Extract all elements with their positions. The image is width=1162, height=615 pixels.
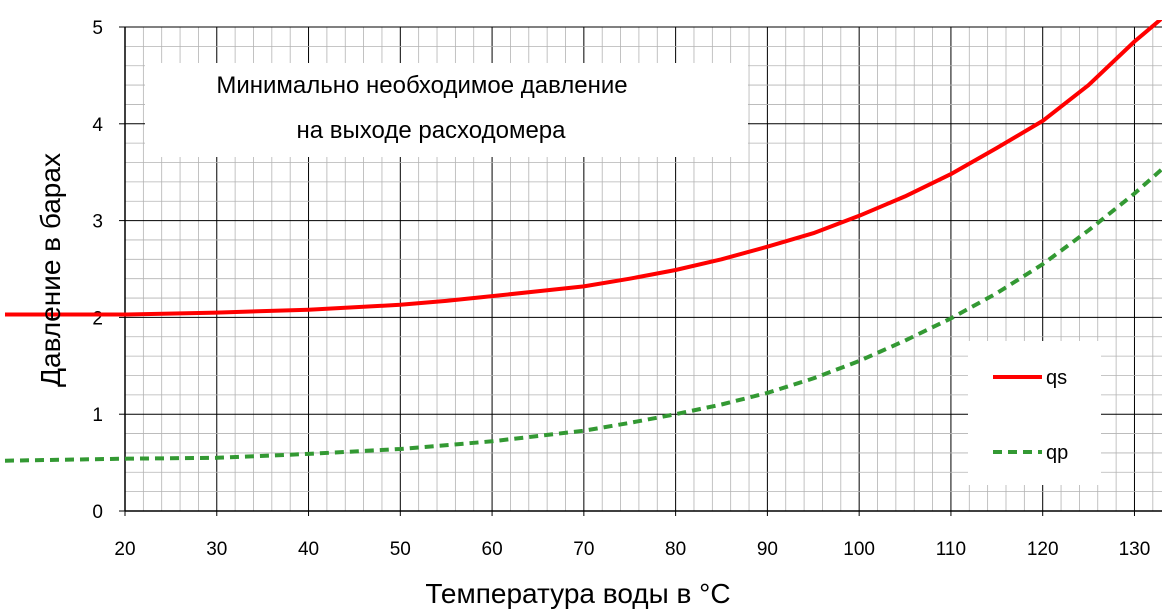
y-axis-label: Давление в барах bbox=[35, 153, 66, 387]
y-tick-label: 1 bbox=[92, 405, 103, 426]
axes bbox=[124, 27, 1162, 512]
chart-title-line-2: на выходе расходомера bbox=[297, 117, 567, 144]
legend-label-qp: qp bbox=[1046, 442, 1068, 464]
x-tick-label: 90 bbox=[757, 539, 778, 560]
title-background bbox=[145, 63, 748, 157]
y-tick-label: 4 bbox=[92, 115, 103, 136]
legend-label-qs: qs bbox=[1046, 367, 1067, 389]
legend: qs qp bbox=[968, 341, 1101, 485]
x-tick-label: 110 bbox=[936, 539, 966, 560]
series-line-qs bbox=[5, 20, 1162, 317]
x-axis-label: Температура воды в °C bbox=[425, 578, 730, 609]
x-tick-label: 30 bbox=[206, 539, 227, 560]
chart-title-line-1: Минимально необходимое давление bbox=[216, 72, 627, 99]
x-tick-label: 100 bbox=[843, 539, 875, 560]
y-tick-label: 5 bbox=[92, 18, 103, 39]
y-tick-label: 2 bbox=[92, 308, 103, 329]
series-line-qp bbox=[4, 166, 1162, 463]
x-tick-label: 120 bbox=[1027, 539, 1059, 560]
x-tick-label: 60 bbox=[482, 539, 503, 560]
x-tick-label: 80 bbox=[665, 539, 686, 560]
x-tick-label: 70 bbox=[573, 539, 594, 560]
x-tick-label: 50 bbox=[390, 539, 411, 560]
y-tick-label: 3 bbox=[92, 212, 103, 233]
chart-title-box: Минимально необходимое давление на выход… bbox=[145, 63, 748, 157]
legend-background bbox=[968, 341, 1101, 485]
x-tick-label: 40 bbox=[298, 539, 319, 560]
x-tick-label: 130 bbox=[1119, 539, 1151, 560]
tick-labels: 20 30 40 50 60 70 80 90 100 110 120 130 0 1 2 3 4 5 bbox=[92, 18, 1150, 560]
x-tick-label: 20 bbox=[114, 539, 135, 560]
y-tick-label: 0 bbox=[92, 502, 103, 523]
series-layer bbox=[4, 20, 1162, 463]
